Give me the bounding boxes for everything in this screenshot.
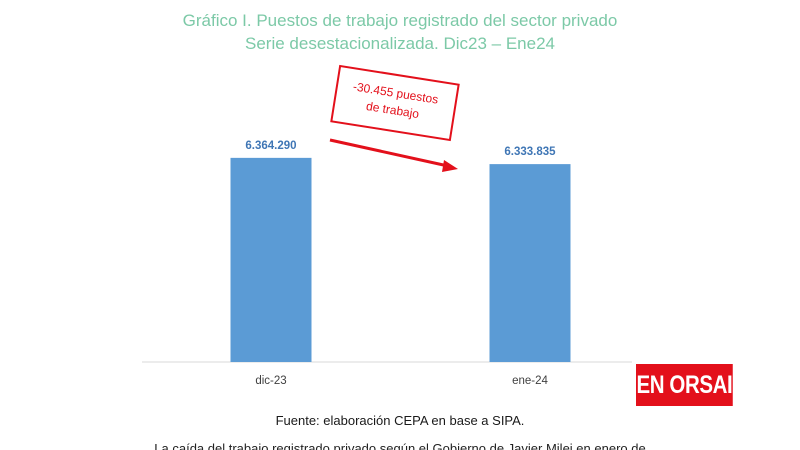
- annotation-group: -30.455 puestos de trabajo: [329, 64, 460, 172]
- bar-dic-23: [230, 157, 312, 362]
- chart-subtitle: Serie desestacionalizada. Dic23 – Ene24: [245, 34, 555, 53]
- article-caption: La caída del trabajo registrado privado …: [154, 441, 646, 450]
- chart-title: Gráfico I. Puestos de trabajo registrado…: [182, 11, 618, 30]
- annotation-arrow-line: [329, 138, 449, 168]
- annotation-box: [330, 64, 460, 142]
- annotation-arrow-head: [442, 160, 458, 172]
- bar-ene-24: [489, 164, 571, 362]
- value-label-dic-23: 6.364.290: [245, 140, 296, 152]
- x-tick-label-ene-24: ene-24: [512, 375, 548, 387]
- x-tick-label-dic-23: dic-23: [255, 375, 286, 387]
- source-note: Fuente: elaboración CEPA en base a SIPA.: [275, 413, 525, 428]
- en-orsai-logo: EN ORSAI: [636, 364, 733, 406]
- value-label-ene-24: 6.333.835: [504, 146, 556, 158]
